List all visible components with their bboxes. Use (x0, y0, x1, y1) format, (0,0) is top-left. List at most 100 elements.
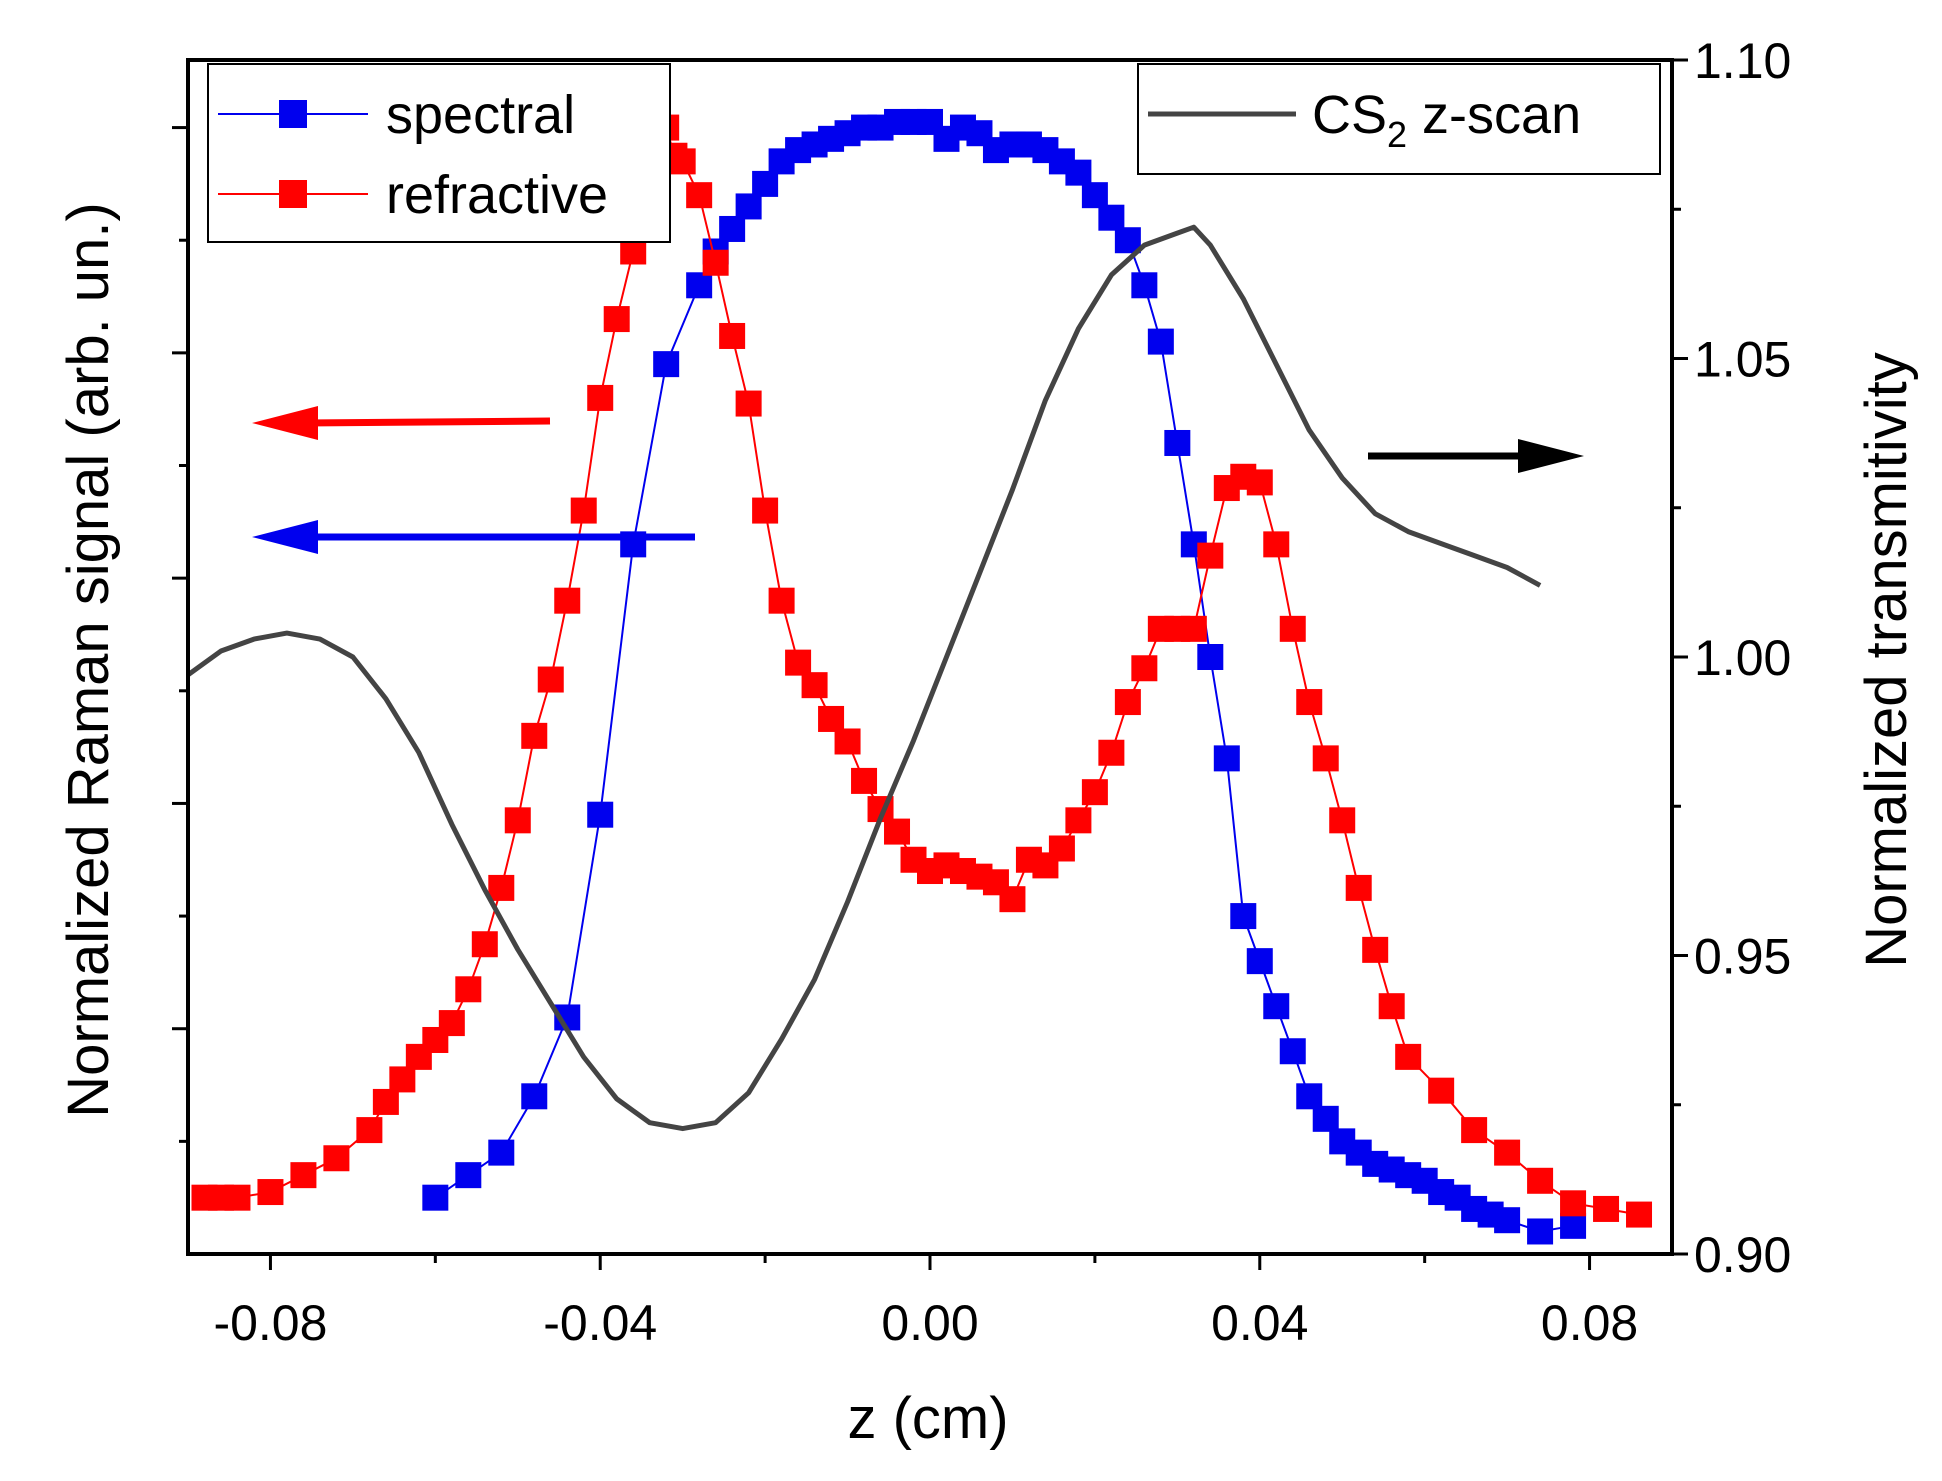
data-point-refractive (1593, 1195, 1620, 1222)
data-point-refractive (884, 818, 911, 845)
data-point-refractive (389, 1066, 416, 1093)
data-point-refractive (735, 390, 762, 417)
data-point-spectral (422, 1184, 449, 1211)
data-point-refractive (1329, 807, 1356, 834)
legend-right-box (1137, 63, 1661, 175)
data-point-refractive (801, 672, 828, 699)
data-point-refractive (834, 728, 861, 755)
data-point-spectral (1197, 644, 1224, 670)
x-tick-label: -0.08 (213, 1295, 327, 1351)
data-point-refractive (818, 705, 845, 732)
data-point-spectral (455, 1162, 482, 1189)
data-point-spectral (1494, 1207, 1521, 1234)
series-line-cs2-z-scan (186, 224, 1542, 1132)
data-point-refractive (570, 497, 597, 524)
data-point-refractive (702, 249, 729, 276)
data-point-spectral (488, 1139, 515, 1166)
data-point-refractive (1246, 469, 1273, 496)
series-layer (186, 108, 1653, 1245)
arrow-refractive-head (252, 406, 318, 440)
data-point-spectral (719, 215, 746, 242)
data-point-refractive (455, 976, 482, 1003)
data-point-refractive (603, 306, 630, 333)
data-point-spectral (1312, 1105, 1339, 1132)
data-point-refractive (785, 649, 812, 676)
data-point-refractive (554, 587, 581, 614)
data-point-spectral (686, 272, 713, 299)
y-right-tick-label: 1.05 (1694, 332, 1791, 388)
y-right-tick-label: 1.00 (1694, 630, 1791, 686)
legend-left: spectral refractive (207, 63, 671, 243)
y-right-tick-label: 1.10 (1694, 33, 1791, 89)
data-point-spectral (1527, 1218, 1554, 1245)
data-point-spectral (1296, 1083, 1323, 1110)
data-point-refractive (488, 874, 515, 901)
data-point-refractive (1362, 936, 1389, 963)
data-point-spectral (1246, 948, 1273, 975)
y-right-tick-label: 0.95 (1694, 929, 1791, 985)
data-point-spectral (1098, 204, 1125, 231)
data-point-spectral (1164, 429, 1191, 456)
x-tick-label: 0.04 (1211, 1295, 1308, 1351)
data-point-refractive (1098, 739, 1125, 766)
data-point-refractive (438, 1010, 465, 1037)
x-tick-label: 0.08 (1541, 1295, 1638, 1351)
legend-spectral-marker (279, 100, 307, 128)
data-point-refractive (372, 1088, 399, 1115)
legend-zscan-label: CS2 z-scan (1312, 85, 1581, 155)
data-point-refractive (323, 1145, 350, 1172)
data-point-refractive (1428, 1077, 1455, 1104)
data-point-spectral (1081, 182, 1108, 209)
data-point-refractive (1114, 689, 1141, 716)
data-point-refractive (1279, 615, 1306, 642)
data-point-spectral (587, 801, 614, 828)
data-point-spectral (1279, 1038, 1306, 1065)
data-point-spectral (752, 170, 779, 197)
data-point-refractive (1378, 993, 1405, 1020)
data-point-refractive (1180, 615, 1207, 642)
x-tick-label: -0.04 (543, 1295, 657, 1351)
legend-refractive-marker (279, 180, 307, 208)
data-point-refractive (1527, 1167, 1554, 1194)
data-point-refractive (768, 587, 795, 614)
data-point-refractive (1312, 745, 1339, 772)
data-point-spectral (1131, 272, 1158, 299)
data-point-spectral (1263, 993, 1290, 1020)
legend-left-box (207, 63, 671, 243)
data-point-refractive (1494, 1139, 1521, 1166)
legend-refractive-label: refractive (386, 165, 608, 225)
data-point-refractive (521, 722, 548, 749)
data-point-refractive (224, 1184, 251, 1211)
data-point-refractive (1065, 807, 1092, 834)
data-point-spectral (521, 1083, 548, 1110)
data-point-refractive (999, 886, 1026, 913)
data-point-refractive (1263, 531, 1290, 558)
x-tick-label: 0.00 (881, 1295, 978, 1351)
data-point-refractive (1131, 655, 1158, 682)
data-point-spectral (1213, 745, 1240, 772)
y-axis-right-title: Normalized transmitivity (1854, 352, 1919, 968)
data-point-spectral (1147, 328, 1174, 355)
legend-zscan-rest: z-scan (1407, 85, 1581, 145)
arrow-refractive-shaft (304, 417, 551, 427)
data-point-refractive (1197, 542, 1224, 569)
data-point-refractive (669, 148, 696, 175)
data-point-refractive (1296, 689, 1323, 716)
data-point-refractive (1081, 779, 1108, 806)
data-point-refractive (1461, 1117, 1488, 1144)
axes-layer: -0.08 -0.04 0.00 0.04 0.08 0.90 0.95 1.00 1.05 1.… (172, 33, 1791, 1351)
data-point-refractive (1626, 1201, 1653, 1228)
data-point-refractive (356, 1117, 383, 1144)
legend-zscan-main: CS (1312, 85, 1387, 145)
data-point-refractive (537, 666, 564, 693)
data-point-spectral (1560, 1212, 1587, 1239)
data-point-spectral (653, 351, 680, 378)
legend-spectral-label: spectral (386, 85, 575, 145)
data-point-refractive (257, 1179, 284, 1206)
data-point-refractive (719, 322, 746, 349)
data-point-refractive (587, 384, 614, 411)
data-point-refractive (290, 1162, 317, 1189)
legend-zscan-sub: 2 (1387, 114, 1407, 155)
data-point-refractive (471, 931, 498, 958)
